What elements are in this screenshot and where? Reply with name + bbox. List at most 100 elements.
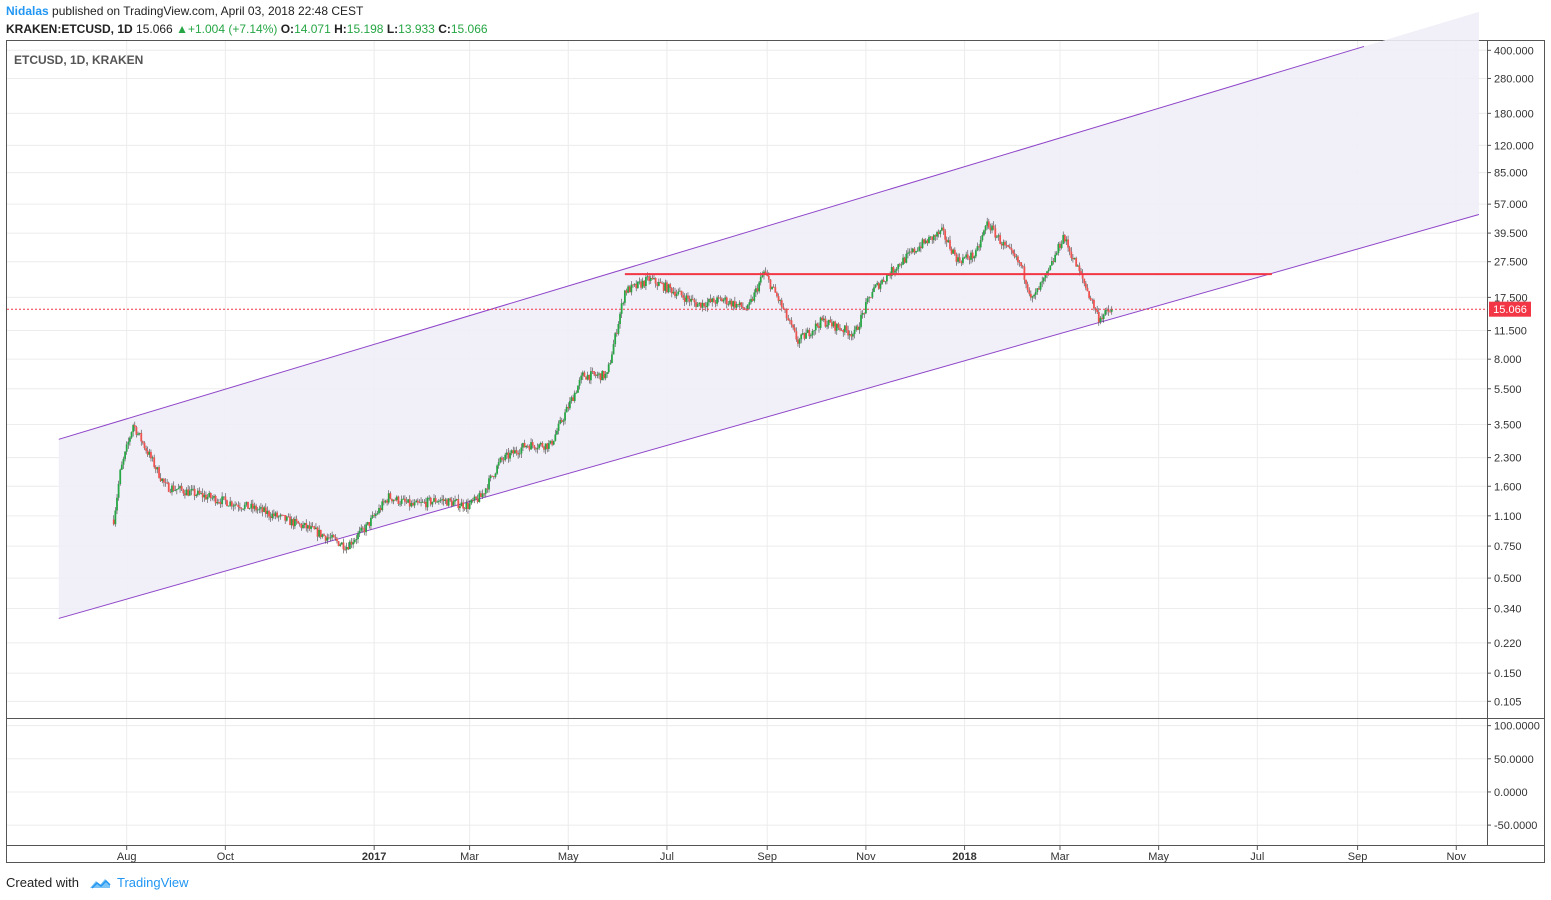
candle-body <box>611 354 613 363</box>
candle-body <box>858 326 861 330</box>
candle-body <box>619 313 621 324</box>
change-value: +1.004 (+7.14%) <box>187 22 278 36</box>
candle-body <box>606 372 608 374</box>
x-tick-label: Sep <box>1348 851 1368 863</box>
candle-body <box>816 323 819 327</box>
candle-body <box>792 324 794 328</box>
candle-body <box>229 501 232 506</box>
candle-body <box>1054 254 1057 262</box>
candle-body <box>677 291 680 294</box>
candle-body <box>918 246 921 251</box>
candle-body <box>860 314 862 327</box>
candle-body <box>1007 245 1010 247</box>
x-tick-label: 2018 <box>952 851 976 863</box>
candle-body <box>772 286 775 288</box>
candle-body <box>942 227 945 231</box>
candle-body <box>837 323 840 328</box>
candle-body <box>691 298 694 300</box>
price-axis[interactable]: 400.000 280.000 180.000 120.000 85.000 57.000… <box>1487 41 1534 845</box>
candle-body <box>234 504 236 506</box>
candle-body <box>167 482 170 492</box>
candle-body <box>556 430 558 435</box>
candle-body <box>1029 293 1032 298</box>
ind-tick-label: -50.0000 <box>1494 820 1537 832</box>
candle-body <box>214 495 217 504</box>
candle-body <box>737 304 740 305</box>
candle-body <box>515 450 518 453</box>
candle-body <box>513 450 516 454</box>
candle-body <box>919 246 922 249</box>
candle-body <box>382 501 385 503</box>
candle-body <box>886 275 888 282</box>
candle-body <box>929 236 932 238</box>
candle-body <box>628 286 631 293</box>
candle-body <box>602 371 605 379</box>
candle-body <box>882 279 885 282</box>
candle-body <box>641 280 644 288</box>
tradingview-link[interactable]: TradingView <box>116 875 189 890</box>
candle-body <box>277 516 280 518</box>
candle-body <box>902 257 904 265</box>
candle-body <box>132 425 135 433</box>
candle-body <box>226 500 228 507</box>
candle-body <box>908 251 911 253</box>
candle-body <box>129 437 131 442</box>
candle-body <box>1105 309 1108 311</box>
candle-body <box>460 502 463 507</box>
candle-body <box>310 526 312 529</box>
candle-body <box>154 466 157 470</box>
candle-body <box>402 498 405 500</box>
candle-body <box>518 453 521 455</box>
last-value: 15.066 <box>136 22 173 36</box>
author-link[interactable]: Nidalas <box>6 4 49 18</box>
y-tick-label: 2.300 <box>1494 453 1522 465</box>
candle-body <box>355 539 358 541</box>
candle-body <box>261 507 264 512</box>
candle-body <box>384 500 387 503</box>
candle-body <box>122 458 125 465</box>
candle-body <box>607 364 610 373</box>
candle-body <box>801 333 804 335</box>
y-tick-label: 0.220 <box>1494 638 1522 650</box>
candle-body <box>172 485 175 491</box>
candle-body <box>295 518 298 522</box>
candle-body <box>1031 296 1034 298</box>
candle-body <box>156 467 159 470</box>
candle-body <box>725 297 728 305</box>
candle-body <box>754 288 757 293</box>
candle-body <box>996 236 998 238</box>
candle-body <box>601 371 604 381</box>
candle-body <box>308 525 311 529</box>
candle-body <box>808 329 811 337</box>
candle-body <box>371 515 374 518</box>
candle-body <box>208 492 211 497</box>
candle-body <box>407 499 410 503</box>
candle-body <box>746 304 749 310</box>
x-tick-label: May <box>558 851 579 863</box>
time-axis[interactable]: Aug Oct 2017 Mar May Jul Sep Nov 2018 Mar May Jul Se… <box>7 845 1545 863</box>
candle-body <box>1110 309 1113 312</box>
candle-body <box>1020 262 1023 266</box>
candle-body <box>1059 243 1061 248</box>
candle-body <box>439 499 442 501</box>
candle-body <box>978 246 981 248</box>
candle-body <box>1076 265 1079 267</box>
candle-body <box>562 420 565 422</box>
candle-body <box>425 501 427 508</box>
candle-body <box>722 299 725 302</box>
candle-body <box>1068 247 1071 252</box>
candle-body <box>141 441 144 443</box>
candle-body <box>866 298 869 302</box>
candle-body <box>370 517 372 526</box>
candle-body <box>758 282 761 292</box>
candle-body <box>730 300 733 307</box>
candle-body <box>552 440 555 445</box>
candle-body <box>347 547 350 550</box>
candle-body <box>585 376 587 380</box>
candle-body <box>911 248 914 253</box>
candle-body <box>724 297 727 300</box>
candle-body <box>509 453 511 459</box>
candle-body <box>879 283 882 289</box>
candle-body <box>831 322 833 327</box>
